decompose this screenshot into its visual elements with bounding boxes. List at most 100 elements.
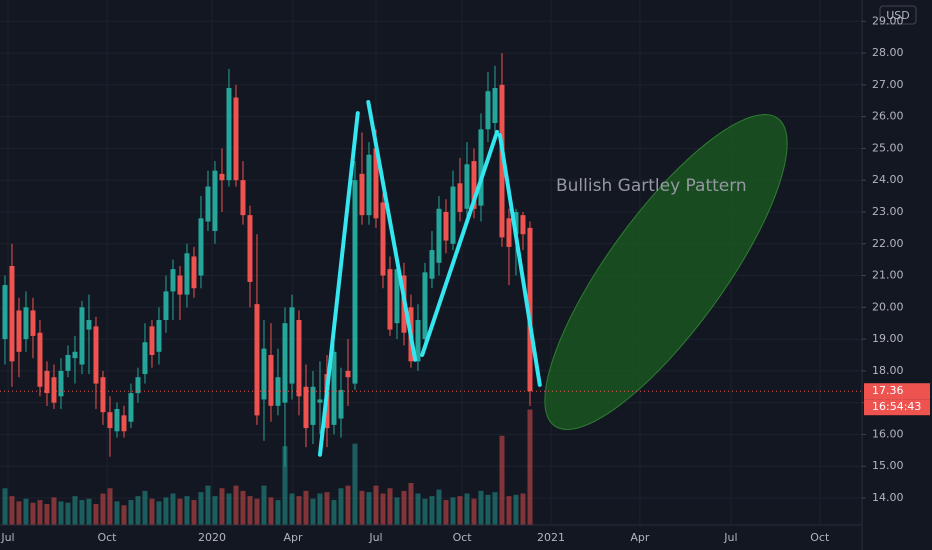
volume-bar xyxy=(373,485,379,525)
volume-bar xyxy=(513,494,519,525)
volume-bar xyxy=(443,500,449,525)
volume-bar xyxy=(114,501,120,525)
volume-bar xyxy=(191,500,197,525)
candle-body xyxy=(436,208,442,263)
volume-bar xyxy=(352,443,358,525)
volume-bar xyxy=(135,496,141,525)
volume-bar xyxy=(72,496,78,525)
candle-body xyxy=(352,180,358,384)
volume-bar xyxy=(345,485,351,525)
volume-bar xyxy=(107,488,113,525)
volume-bar xyxy=(247,496,253,525)
candle-body xyxy=(394,269,400,324)
countdown-label: 16:54:43 xyxy=(872,400,921,413)
volume-bar xyxy=(156,501,162,525)
currency-box[interactable] xyxy=(879,5,917,25)
candle-body xyxy=(233,97,239,181)
y-tick-label: 27.00 xyxy=(872,78,904,91)
candle-body xyxy=(527,227,533,392)
volume-bar xyxy=(506,496,512,525)
candle-body xyxy=(415,320,421,362)
volume-bar xyxy=(93,504,99,525)
currency[interactable]: USD xyxy=(886,9,910,22)
candle-body xyxy=(464,164,470,209)
volume-bar xyxy=(226,493,232,525)
volume-bar xyxy=(205,485,211,525)
candle-body xyxy=(268,354,274,406)
y-tick-label: 23.00 xyxy=(872,205,904,218)
candle-body xyxy=(303,386,309,429)
volume-bar xyxy=(16,501,22,525)
volume-bar xyxy=(499,435,505,525)
candle-body xyxy=(30,310,36,336)
y-tick-label: 18.00 xyxy=(872,364,904,377)
volume-bar xyxy=(331,500,337,525)
volume-bar xyxy=(254,498,260,525)
y-tick-label: 24.00 xyxy=(872,173,904,186)
candle-body xyxy=(296,320,302,397)
candle-body xyxy=(387,269,393,330)
volume-bar xyxy=(51,497,57,525)
volume-bar xyxy=(520,493,526,525)
candle-body xyxy=(429,250,435,279)
y-tick-label: 26.00 xyxy=(872,110,904,123)
volume-bar xyxy=(58,501,64,525)
volume-bar xyxy=(380,493,386,525)
candle-body xyxy=(345,370,351,378)
y-tick-label: 21.00 xyxy=(872,269,904,282)
candle-body xyxy=(485,91,491,130)
x-tick-label: Jul xyxy=(368,531,382,544)
candle-body xyxy=(506,218,512,247)
candle-body xyxy=(23,307,29,340)
candle-body xyxy=(317,399,323,403)
candle-body xyxy=(86,320,92,330)
volume-bar xyxy=(163,497,169,525)
candle-body xyxy=(163,291,169,321)
y-tick-label: 22.00 xyxy=(872,237,904,250)
volume-bar xyxy=(121,505,127,525)
volume-bar xyxy=(261,485,267,525)
volume-bar xyxy=(100,493,106,525)
volume-bar xyxy=(422,498,428,525)
candle-body xyxy=(51,377,57,403)
candle-body xyxy=(128,393,134,422)
volume-bar xyxy=(401,490,407,525)
volume-bar xyxy=(268,497,274,525)
volume-bar xyxy=(408,483,414,525)
candle-body xyxy=(289,307,295,384)
volume-bar xyxy=(317,493,323,525)
candle-body xyxy=(513,211,519,235)
candle-body xyxy=(184,253,190,295)
candle-body xyxy=(254,304,260,416)
pattern-line xyxy=(317,111,360,457)
volume-bar xyxy=(212,496,218,525)
candle-body xyxy=(219,173,225,181)
candle-body xyxy=(79,307,85,365)
candle-body xyxy=(65,354,71,371)
volume-bar xyxy=(366,492,372,525)
volume-bar xyxy=(527,409,533,525)
candle-body xyxy=(205,186,211,222)
volume-bar xyxy=(303,490,309,525)
volume-bar xyxy=(37,500,43,525)
candle-body xyxy=(212,170,218,232)
candle-body xyxy=(44,370,50,394)
volume-bar xyxy=(471,498,477,525)
y-tick-label: 19.00 xyxy=(872,332,904,345)
pattern-line xyxy=(497,133,542,387)
volume-bar xyxy=(2,488,8,525)
volume-bar xyxy=(275,500,281,525)
volume-bar xyxy=(436,489,442,525)
volume-bar xyxy=(30,502,36,525)
candle-body xyxy=(422,272,428,340)
candle-body xyxy=(457,183,463,212)
volume-bar xyxy=(464,493,470,525)
last-price-label: 17.36 xyxy=(872,384,904,397)
volume-bar xyxy=(65,502,71,525)
volume-bar xyxy=(23,498,29,525)
volume-bar xyxy=(457,496,463,525)
candle-body xyxy=(2,285,8,340)
candle-body xyxy=(156,320,162,352)
volume-bar xyxy=(184,496,190,525)
